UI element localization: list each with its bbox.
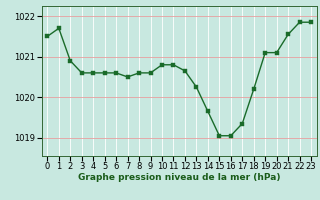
X-axis label: Graphe pression niveau de la mer (hPa): Graphe pression niveau de la mer (hPa) [78, 173, 280, 182]
